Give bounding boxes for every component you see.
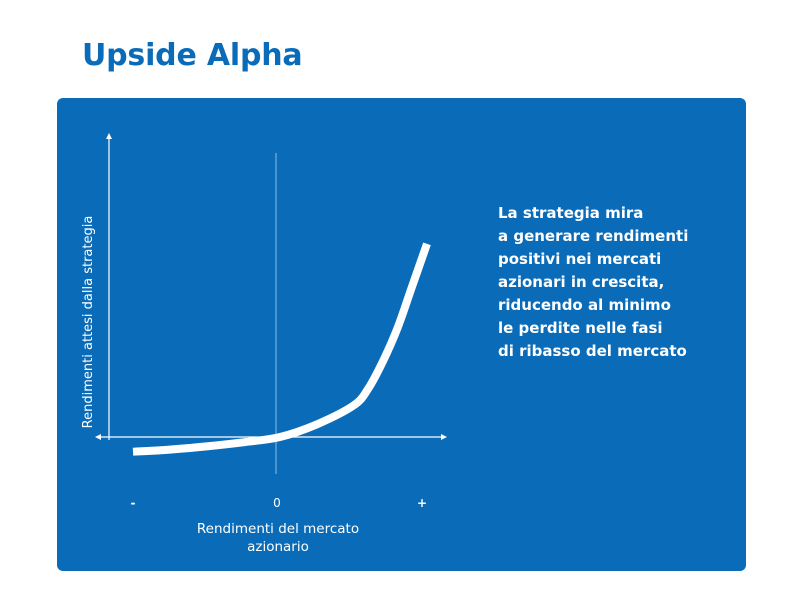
x-tick-label: 0 [273,496,281,510]
chart-svg: - 0 + Rendimenti del mercato azionario Ren… [81,133,447,555]
y-axis-arrow [106,133,112,139]
strategy-return-curve [132,242,431,456]
x-tick-label: + [417,496,427,510]
x-axis-left-arrow [95,434,101,440]
x-axis-right-arrow [441,434,447,440]
page-title: Upside Alpha [82,38,303,73]
chart-panel: - 0 + Rendimenti del mercato azionario Ren… [57,98,746,571]
x-tick-labels: - 0 + [131,496,428,510]
y-axis-label: Rendimenti attesi dalla strategia [81,216,96,429]
x-axis-label-line-2: azionario [247,539,309,555]
x-axis-label-line-1: Rendimenti del mercato [197,521,359,537]
strategy-description: La strategia mira a generare rendimenti … [498,204,689,360]
x-tick-label: - [131,496,136,510]
